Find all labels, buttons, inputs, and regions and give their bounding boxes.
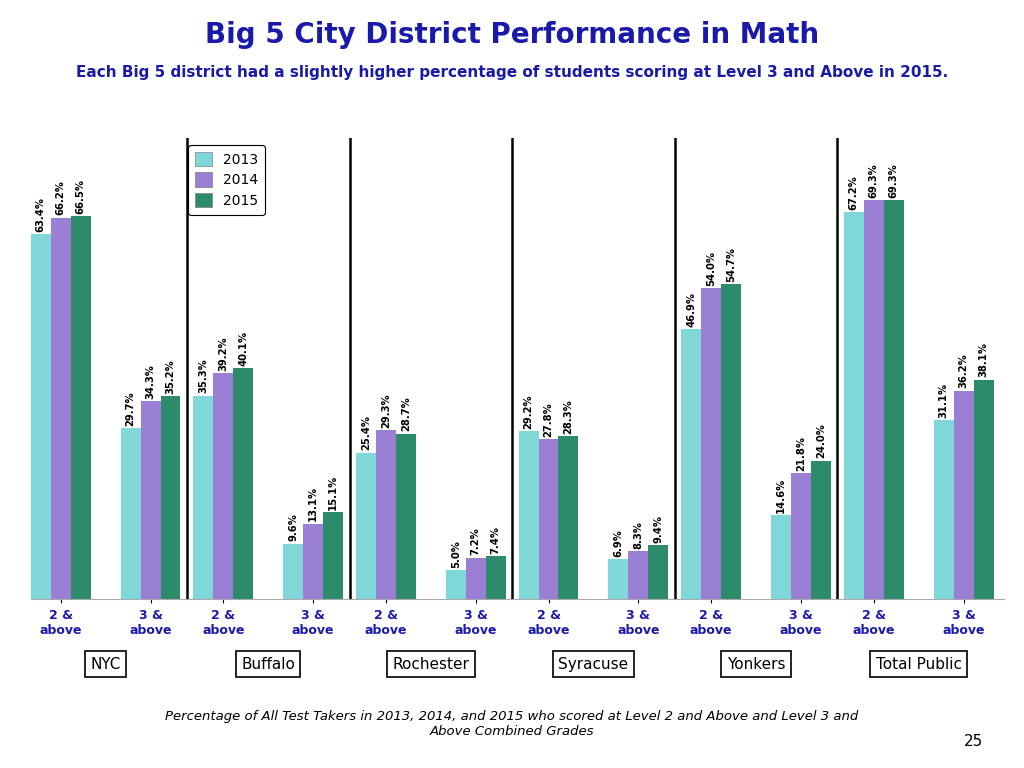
Text: 34.3%: 34.3%: [145, 364, 156, 399]
Text: Percentage of All Test Takers in 2013, 2014, and 2015 who scored at Level 2 and : Percentage of All Test Takers in 2013, 2…: [165, 710, 859, 738]
Text: 14.6%: 14.6%: [776, 478, 786, 513]
Bar: [303, 524, 324, 599]
Text: 29.3%: 29.3%: [381, 393, 391, 428]
Text: 7.2%: 7.2%: [471, 528, 480, 555]
Bar: [884, 200, 903, 599]
Bar: [558, 436, 579, 599]
Text: 36.2%: 36.2%: [958, 353, 969, 389]
Text: 25.4%: 25.4%: [360, 415, 371, 450]
Text: 69.3%: 69.3%: [889, 163, 899, 197]
Text: Syracuse: Syracuse: [558, 657, 629, 672]
Text: 9.4%: 9.4%: [653, 515, 664, 542]
Text: 7.4%: 7.4%: [490, 526, 501, 554]
Text: 13.1%: 13.1%: [308, 486, 318, 521]
Bar: [233, 368, 253, 599]
Text: 9.6%: 9.6%: [288, 514, 298, 541]
Text: 46.9%: 46.9%: [686, 292, 696, 326]
Text: Each Big 5 district had a slightly higher percentage of students scoring at Leve: Each Big 5 district had a slightly highe…: [76, 65, 948, 81]
Bar: [31, 233, 51, 599]
Text: 31.1%: 31.1%: [939, 382, 948, 418]
Text: 35.3%: 35.3%: [199, 359, 208, 393]
Bar: [721, 284, 741, 599]
Bar: [140, 402, 161, 599]
Text: 27.8%: 27.8%: [544, 402, 554, 436]
Text: 63.4%: 63.4%: [36, 197, 46, 232]
Bar: [701, 288, 721, 599]
Bar: [485, 556, 506, 599]
Bar: [518, 431, 539, 599]
Bar: [161, 396, 180, 599]
Text: 40.1%: 40.1%: [239, 331, 248, 366]
Text: 25: 25: [964, 733, 983, 749]
Text: 54.7%: 54.7%: [726, 247, 736, 282]
Text: 24.0%: 24.0%: [816, 424, 826, 458]
Text: Rochester: Rochester: [392, 657, 469, 672]
Bar: [71, 216, 91, 599]
Text: 54.0%: 54.0%: [707, 250, 716, 286]
Bar: [974, 379, 993, 599]
Text: 8.3%: 8.3%: [634, 521, 643, 549]
Bar: [396, 434, 416, 599]
Text: Yonkers: Yonkers: [727, 657, 785, 672]
Bar: [376, 430, 396, 599]
Bar: [844, 212, 863, 599]
Bar: [648, 545, 669, 599]
Bar: [934, 420, 953, 599]
Text: 6.9%: 6.9%: [613, 529, 624, 557]
Text: 29.7%: 29.7%: [126, 391, 135, 425]
Text: Buffalo: Buffalo: [242, 657, 295, 672]
Text: 15.1%: 15.1%: [328, 475, 338, 510]
Bar: [356, 453, 376, 599]
Bar: [324, 512, 343, 599]
Bar: [194, 396, 213, 599]
Bar: [445, 570, 466, 599]
Text: NYC: NYC: [90, 657, 121, 672]
Text: 29.2%: 29.2%: [523, 394, 534, 429]
Legend: 2013, 2014, 2015: 2013, 2014, 2015: [188, 145, 265, 214]
Text: 66.2%: 66.2%: [55, 180, 66, 215]
Text: 39.2%: 39.2%: [218, 336, 228, 371]
Bar: [284, 544, 303, 599]
Bar: [539, 439, 558, 599]
Bar: [953, 391, 974, 599]
Text: 5.0%: 5.0%: [451, 540, 461, 568]
Bar: [681, 329, 701, 599]
Bar: [51, 218, 71, 599]
Text: 67.2%: 67.2%: [849, 175, 859, 210]
Bar: [608, 559, 629, 599]
Text: Big 5 City District Performance in Math: Big 5 City District Performance in Math: [205, 21, 819, 48]
Text: 28.3%: 28.3%: [563, 399, 573, 434]
Text: 66.5%: 66.5%: [76, 179, 86, 214]
Bar: [811, 461, 830, 599]
Bar: [771, 515, 791, 599]
Bar: [791, 473, 811, 599]
Bar: [863, 200, 884, 599]
Text: 69.3%: 69.3%: [868, 163, 879, 197]
Text: Total Public: Total Public: [876, 657, 962, 672]
Bar: [213, 373, 233, 599]
Text: 35.2%: 35.2%: [166, 359, 175, 394]
Bar: [466, 558, 485, 599]
Text: 38.1%: 38.1%: [979, 343, 988, 377]
Bar: [121, 428, 140, 599]
Bar: [629, 551, 648, 599]
Text: 28.7%: 28.7%: [400, 397, 411, 432]
Text: 21.8%: 21.8%: [796, 436, 806, 472]
